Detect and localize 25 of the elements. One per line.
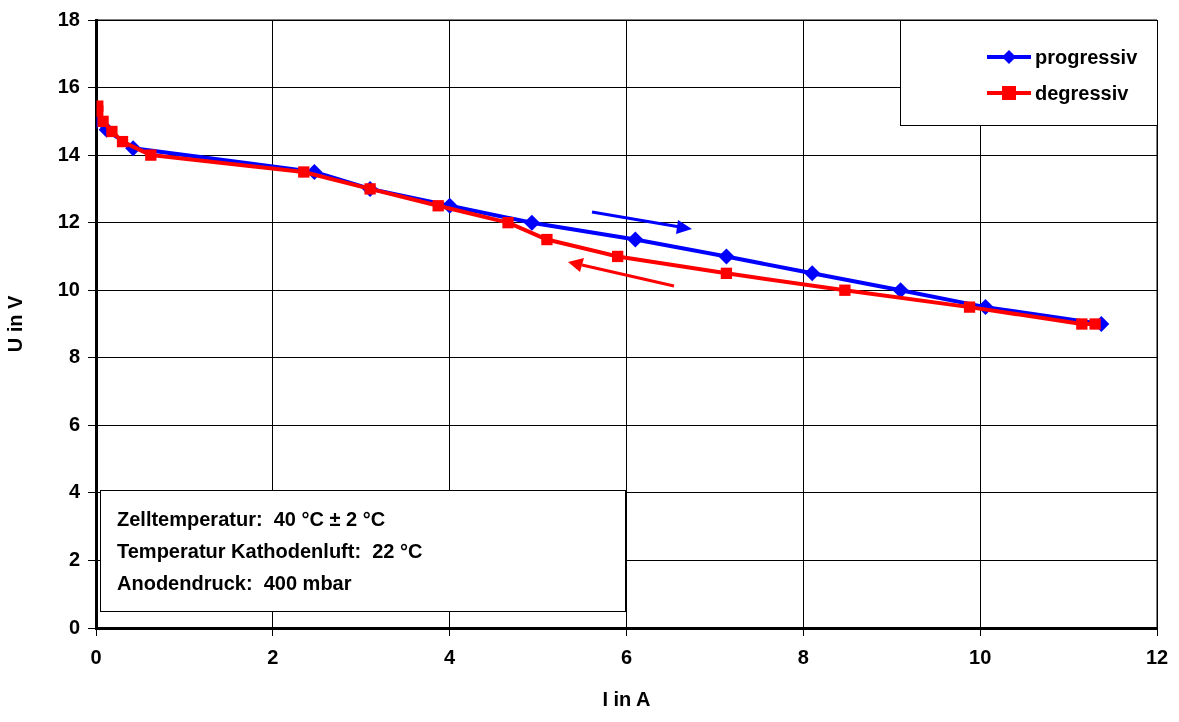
x-tick-label: 10: [969, 645, 992, 668]
y-tick-label: 14: [57, 142, 81, 165]
annotation: Zelltemperatur: 40 °C ± 2 °C: [117, 507, 387, 532]
note-box: Zelltemperatur: 40 °C ± 2 °C Temperatur Kathodenluft: 22 °C Anodendruck: 400 mbar: [100, 490, 626, 612]
y-axis-title: U in V: [3, 295, 26, 353]
legend-label: progressiv: [1035, 45, 1138, 69]
x-tick-label: 4: [444, 645, 457, 668]
y-tick-label: 0: [68, 615, 80, 638]
y-tick-label: 12: [57, 210, 80, 233]
y-tick-label: 16: [57, 75, 80, 98]
annotation: Anodendruck: 400 mbar: [117, 571, 353, 596]
y-tick-label: 10: [57, 277, 80, 300]
x-tick-label: 8: [797, 645, 809, 668]
x-tick-label: 6: [620, 645, 633, 668]
annotation: Temperatur Kathodenluft: 22 °C: [117, 539, 424, 564]
x-axis-title: I in A: [602, 687, 651, 710]
y-tick-label: 2: [68, 547, 80, 570]
x-tick-label: 2: [267, 645, 279, 668]
y-tick-label: 8: [68, 345, 80, 368]
y-tick-label: 6: [68, 412, 80, 435]
x-tick-label: 0: [90, 645, 102, 668]
y-tick-label: 4: [68, 480, 81, 503]
y-tick-label: 18: [57, 7, 80, 30]
x-tick-label: 12: [1145, 645, 1169, 668]
legend-label: degressiv: [1035, 81, 1129, 105]
